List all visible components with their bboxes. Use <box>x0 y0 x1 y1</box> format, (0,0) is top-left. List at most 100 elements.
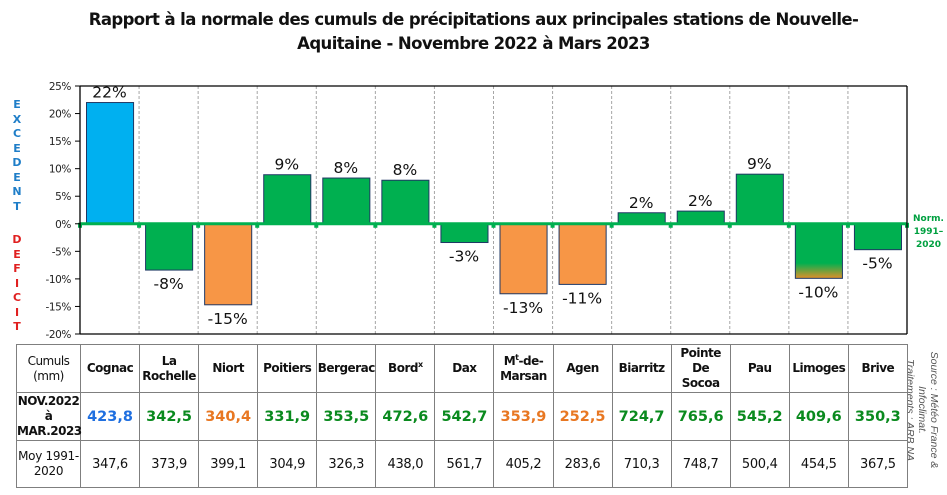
side-label-letter: C <box>12 127 22 140</box>
station-header: Cognac <box>79 344 141 393</box>
normal-value: 500,4 <box>729 440 790 488</box>
bar-biarritz <box>617 212 666 225</box>
y-tick-label: -15% <box>45 301 71 313</box>
normal-line-marker <box>137 222 142 228</box>
table-header-row: Cumuls (mm) Cognac La Rochelle Niort Poitier… <box>16 344 908 393</box>
data-label: -10% <box>798 283 838 301</box>
station-header: Pau <box>729 344 790 393</box>
bar-cognac <box>86 102 135 225</box>
normal-line-marker <box>668 222 673 228</box>
normal-line <box>78 222 909 228</box>
norm-line-2: 1991– <box>913 227 944 237</box>
normal-line-marker <box>491 222 496 228</box>
data-label: -3% <box>449 248 479 266</box>
normal-value: 710,3 <box>611 440 672 488</box>
source-line-1: Source : Météo France & Infoclimat. <box>916 351 940 469</box>
bar-dax <box>440 223 489 244</box>
normal-line-marker <box>550 222 555 228</box>
normal-line-marker <box>432 222 437 228</box>
y-tick-label: 20% <box>49 109 72 121</box>
normal-value: 399,1 <box>198 440 259 488</box>
side-label-letter: D <box>12 233 22 246</box>
source-note: Source : Météo France & Infoclimat. Trai… <box>904 330 942 490</box>
normal-value: 326,3 <box>316 440 377 488</box>
cumul-value: 542,7 <box>434 392 495 441</box>
norm-line-3: 2020 <box>915 240 942 250</box>
data-label: 9% <box>747 155 772 173</box>
period-line-2: à <box>44 409 53 423</box>
y-tick-label: 10% <box>49 164 72 176</box>
side-label-letter: N <box>12 185 22 198</box>
bar-pau <box>735 173 784 225</box>
cumul-value: 724,7 <box>611 392 672 441</box>
cumuls-header-label: Cumuls (mm) <box>16 344 81 393</box>
side-label-letter: C <box>12 291 22 304</box>
cumuls-table: Cumuls (mm) Cognac La Rochelle Niort Poitier… <box>16 344 908 488</box>
grid-lines <box>138 86 849 334</box>
station-header: Dax <box>434 344 495 393</box>
data-label: 22% <box>92 84 126 102</box>
cumul-value: 353,5 <box>316 392 377 441</box>
normal-label: Moy 1991- 2020 <box>16 440 81 488</box>
data-label: -8% <box>154 275 184 293</box>
normal-line-marker <box>727 222 732 228</box>
station-header: Mt-de- Marsan <box>493 344 554 393</box>
data-label: -15% <box>208 310 248 328</box>
bars <box>86 102 903 306</box>
table-row-normals: Moy 1991- 2020 347,6 373,9 399,1 304,9 326,3… <box>16 440 908 488</box>
bar-bergerac <box>322 177 371 225</box>
norm-line-1: Norm. <box>913 214 944 224</box>
cumul-value: 340,4 <box>198 392 259 441</box>
normal-line-1: Moy 1991- <box>18 449 79 463</box>
data-label: 9% <box>274 156 299 174</box>
bar-pointe-de-socoa <box>676 210 725 225</box>
side-label-letter: T <box>13 199 21 213</box>
side-label-letter: E <box>13 141 21 155</box>
side-label-letter: E <box>13 98 21 111</box>
data-label: 8% <box>393 161 418 179</box>
station-header: Bordx <box>375 344 436 393</box>
bar-brive <box>853 223 903 251</box>
normal-value: 405,2 <box>493 440 554 488</box>
cumul-value: 350,3 <box>847 392 908 441</box>
y-tick-label: 0% <box>55 219 71 231</box>
chart-title-line-2: Aquitaine - Novembre 2022 à Mars 2023 <box>297 34 650 53</box>
cumul-value: 765,6 <box>670 392 731 441</box>
bar-chart: 22% -8% -15% 9% 8% 8% -3% -13% -11% 2% 2% 9% -10% -5%… <box>45 81 909 341</box>
cumul-value: 423,8 <box>79 392 141 441</box>
y-tick-label: -5% <box>52 246 72 258</box>
normal-value: 304,9 <box>257 440 318 488</box>
normal-reference-label: Norm. 1991– 2020 <box>910 213 947 252</box>
station-header: Brive <box>847 344 908 393</box>
normal-value: 347,6 <box>79 440 141 488</box>
y-tick-label: 25% <box>49 81 72 93</box>
bar-la-rochelle <box>145 223 194 271</box>
data-label: -13% <box>503 299 543 317</box>
data-label: -5% <box>862 255 892 273</box>
normal-value: 367,5 <box>847 440 908 488</box>
cumul-value: 331,9 <box>257 392 318 441</box>
bar-poitiers <box>263 174 312 225</box>
cumul-value: 545,2 <box>729 392 790 441</box>
period-line-3: MAR.2023 <box>17 424 82 438</box>
station-header: La Rochelle <box>139 344 200 393</box>
y-tick-label: 15% <box>49 136 72 148</box>
station-header: Poitiers <box>257 344 318 393</box>
side-label-letter: T <box>13 320 21 333</box>
normal-line-marker <box>373 222 378 228</box>
cumuls-label-line-1: Cumuls <box>27 353 70 368</box>
side-label-letter: E <box>13 170 21 184</box>
station-header: Niort <box>198 344 259 393</box>
side-label-letter: I <box>14 276 20 290</box>
normal-value: 283,6 <box>552 440 613 488</box>
cumul-value: 409,6 <box>788 392 849 441</box>
normal-value: 561,7 <box>434 440 495 488</box>
normal-value: 454,5 <box>788 440 849 488</box>
station-header: Bergerac <box>316 344 377 393</box>
station-header: Biarritz <box>611 344 672 393</box>
side-label-letter: E <box>13 247 21 261</box>
bar-limoges <box>794 223 843 279</box>
y-tick-label: 5% <box>55 191 71 203</box>
